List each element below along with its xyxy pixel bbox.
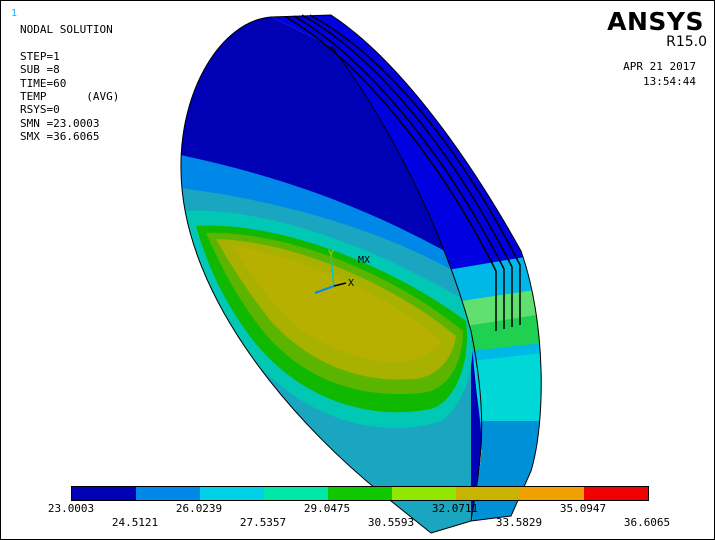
info-line: TIME=60 xyxy=(20,76,67,90)
groove-2 xyxy=(293,15,505,329)
triad-y-axis xyxy=(330,258,335,287)
legend-swatch xyxy=(328,487,392,500)
ansys-logo: ANSYS xyxy=(607,7,704,36)
rim-outline xyxy=(270,14,542,534)
info-line: SMX =36.6065 xyxy=(20,130,100,144)
contour-band-8 xyxy=(233,246,441,363)
triad-x-label: X xyxy=(348,278,354,289)
legend-swatch xyxy=(136,487,200,500)
legend-value-label: 30.5593 xyxy=(367,516,415,529)
info-line: STEP=1 xyxy=(20,49,60,63)
legend-swatch xyxy=(392,487,456,500)
legend-swatch xyxy=(520,487,584,500)
info-line: NODAL SOLUTION xyxy=(20,23,113,36)
info-line: SUB =8 xyxy=(20,63,60,77)
time-label: 13:54:44 xyxy=(643,75,696,88)
release-label: R15.0 xyxy=(666,34,707,50)
rim-band-5 xyxy=(471,351,542,441)
legend-value-label: 26.0239 xyxy=(175,502,223,515)
legend-value-label: 35.0947 xyxy=(559,502,607,515)
face-contours xyxy=(180,17,482,533)
legend-value-label: 23.0003 xyxy=(47,502,95,515)
date-label: APR 21 2017 xyxy=(623,60,696,73)
rim-grooves xyxy=(285,14,521,331)
triad-x-axis xyxy=(333,282,347,287)
triad-z-axis xyxy=(314,285,335,294)
max-marker-label: MX xyxy=(358,255,370,266)
info-line: TEMP (AVG) xyxy=(20,90,120,104)
legend-value-label: 24.5121 xyxy=(111,516,159,529)
groove-1 xyxy=(285,16,497,331)
legend-swatch xyxy=(584,487,648,500)
legend-swatch xyxy=(456,487,520,500)
legend-value-label: 29.0475 xyxy=(303,502,351,515)
window-number: 1 xyxy=(11,8,18,19)
contour-legend-bar xyxy=(71,486,649,501)
coordinate-triad: Y X MX xyxy=(314,249,370,294)
face-outline xyxy=(180,16,432,534)
triad-y-label: Y xyxy=(328,249,334,260)
info-line: RSYS=0 xyxy=(20,103,60,117)
legend-swatch xyxy=(72,487,136,500)
groove-4 xyxy=(309,14,521,325)
legend-value-label: 33.5829 xyxy=(495,516,543,529)
face-rim-edge xyxy=(330,45,483,522)
legend-value-label: 32.0711 xyxy=(431,502,479,515)
groove-3 xyxy=(301,14,513,327)
legend-swatch xyxy=(200,487,264,500)
legend-swatch xyxy=(264,487,328,500)
legend-value-label: 36.6065 xyxy=(623,516,671,529)
solution-info-block: NODAL SOLUTION STEP=1 SUB =8 TIME=60 TEMP (… xyxy=(20,23,119,144)
info-line: SMN =23.0003 xyxy=(20,116,100,130)
legend-value-label: 27.5357 xyxy=(239,516,287,529)
